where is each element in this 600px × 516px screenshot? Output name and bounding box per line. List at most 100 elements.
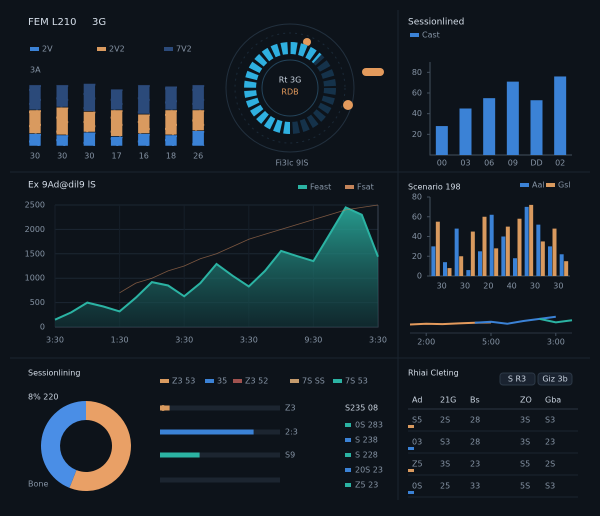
row-icon bbox=[408, 491, 414, 494]
x-tick-label: 2:00 bbox=[417, 338, 435, 347]
bar-segment bbox=[110, 135, 123, 147]
y-tick-label: 2500 bbox=[25, 201, 45, 210]
panel-title: Sessionlined bbox=[408, 18, 464, 28]
x-tick-label: 03 bbox=[460, 159, 470, 168]
bar bbox=[489, 214, 494, 276]
table-cell: S3 bbox=[545, 416, 555, 425]
bar-segment bbox=[110, 109, 123, 137]
button[interactable] bbox=[499, 372, 536, 386]
x-tick-label: 3:30 bbox=[175, 336, 193, 345]
y-tick-label: 40 bbox=[412, 232, 422, 241]
bar-segment bbox=[55, 106, 69, 136]
legend-label: Bone bbox=[28, 480, 48, 489]
bar bbox=[459, 108, 472, 155]
legend-label: Aal bbox=[532, 181, 545, 190]
bar bbox=[540, 241, 545, 276]
x-tick-label: 5:00 bbox=[482, 338, 500, 347]
y-tick-label: 1000 bbox=[25, 274, 45, 283]
x-tick-label: 30 bbox=[57, 152, 67, 161]
x-tick-label: 09 bbox=[508, 159, 518, 168]
y-tick-label: 1500 bbox=[25, 249, 45, 258]
x-tick-label: 00 bbox=[437, 159, 447, 168]
x-tick-label: 26 bbox=[193, 152, 203, 161]
bar bbox=[482, 216, 487, 276]
bar-segment bbox=[137, 133, 151, 147]
legend-label: Cast bbox=[422, 31, 440, 40]
list-item: 0S 283 bbox=[355, 421, 383, 430]
progress-label: S9 bbox=[285, 451, 295, 460]
panel-subtitle: 3G bbox=[92, 17, 106, 28]
x-tick-label: 30 bbox=[460, 282, 470, 291]
button-label: S R3 bbox=[508, 375, 526, 384]
bar bbox=[435, 221, 440, 276]
x-tick-label: 02 bbox=[555, 159, 565, 168]
bar bbox=[459, 256, 464, 276]
bar-segment bbox=[55, 84, 69, 108]
legend-label: Fsat bbox=[357, 183, 374, 192]
row-icon bbox=[408, 425, 414, 428]
list-bullet bbox=[345, 423, 351, 427]
progress-bar bbox=[160, 452, 200, 458]
table-cell: S3 bbox=[440, 438, 450, 447]
list-item: S 228 bbox=[355, 451, 378, 460]
list-item: S 238 bbox=[355, 436, 378, 445]
bar-segment bbox=[137, 113, 151, 134]
x-tick-label: 3:30 bbox=[240, 336, 258, 345]
line bbox=[539, 317, 573, 324]
bar bbox=[554, 76, 567, 155]
panel-title: Ex 9Ad@dil9 lS bbox=[28, 181, 96, 191]
table-cell: Z5 bbox=[412, 460, 423, 469]
table-cell: 2S bbox=[440, 416, 450, 425]
bar bbox=[483, 98, 496, 155]
table-cell: S5 bbox=[412, 416, 422, 425]
column-header: 21G bbox=[440, 396, 456, 405]
bar-segment bbox=[28, 133, 42, 147]
list-title: S235 08 bbox=[345, 404, 378, 413]
x-tick-label: 20 bbox=[483, 282, 493, 291]
y-tick-label: 2000 bbox=[25, 225, 45, 234]
bar-segment bbox=[191, 130, 205, 147]
legend-label: 7V2 bbox=[176, 45, 192, 54]
x-tick-label: 30 bbox=[530, 282, 540, 291]
legend-label: 7S 53 bbox=[345, 377, 368, 386]
panel-title: Scenario 198 bbox=[408, 183, 461, 192]
bar bbox=[501, 236, 506, 276]
bar bbox=[559, 254, 564, 276]
legend-label: 7S SS bbox=[302, 377, 325, 386]
legend-swatch bbox=[205, 379, 214, 383]
progress-track bbox=[160, 405, 280, 411]
x-tick-label: 3:30 bbox=[369, 336, 387, 345]
bar-segment bbox=[164, 134, 178, 147]
panel-subtitle: 8% 220 bbox=[28, 393, 59, 402]
legend-swatch bbox=[520, 183, 529, 187]
gauge-pill bbox=[362, 68, 384, 76]
legend-swatch bbox=[546, 183, 555, 187]
legend-swatch bbox=[290, 379, 299, 383]
y-tick-label: 60 bbox=[412, 89, 422, 98]
row-icon bbox=[408, 469, 414, 472]
y-tick-label: 500 bbox=[30, 298, 45, 307]
bar-segment bbox=[83, 131, 96, 147]
bar bbox=[443, 262, 447, 276]
bar bbox=[513, 258, 517, 276]
x-tick-label: 30 bbox=[553, 282, 563, 291]
bar-segment bbox=[164, 85, 178, 111]
bar-segment bbox=[191, 84, 205, 111]
button[interactable] bbox=[537, 372, 573, 386]
x-tick-label: 30 bbox=[84, 152, 94, 161]
bar-segment bbox=[110, 88, 123, 111]
x-tick-label: 3:30 bbox=[46, 336, 64, 345]
table-cell: 23 bbox=[470, 460, 480, 469]
gauge-arc bbox=[244, 42, 322, 134]
bar bbox=[447, 268, 452, 276]
bar bbox=[454, 228, 459, 276]
bar bbox=[517, 218, 522, 276]
panel-title: FEM L210 bbox=[28, 17, 77, 28]
progress-bar bbox=[160, 429, 254, 435]
legend-swatch bbox=[160, 379, 169, 383]
x-tick-label: 30 bbox=[437, 282, 447, 291]
gauge-dot bbox=[343, 100, 353, 110]
row-icon bbox=[408, 447, 414, 450]
gauge-ring bbox=[225, 23, 355, 153]
bar bbox=[494, 248, 499, 276]
